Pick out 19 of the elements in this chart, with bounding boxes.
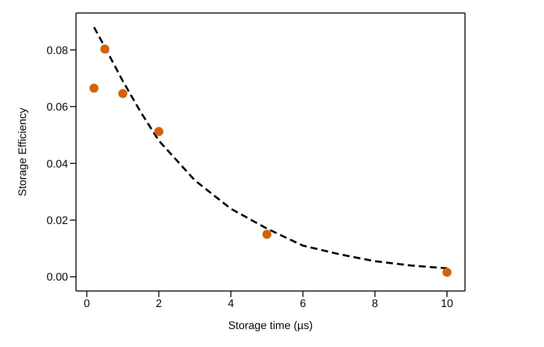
y-axis-title: Storage Efficiency	[16, 107, 29, 196]
point	[89, 84, 99, 93]
point	[100, 44, 110, 54]
point	[154, 127, 164, 136]
x-tick-label: 6	[300, 298, 306, 310]
y-tick-label: 0.06	[46, 102, 68, 114]
y-tick-label: 0.02	[46, 214, 68, 227]
x-tick-label: 0	[84, 298, 90, 310]
y-tick-label: 0.04	[46, 158, 68, 170]
y-tick-label: 0.08	[46, 44, 68, 57]
x-tick-label: 4	[228, 298, 234, 310]
point	[442, 268, 452, 277]
x-tick-label: 10	[440, 298, 454, 310]
x-tick-label: 8	[372, 298, 378, 310]
point	[118, 89, 128, 98]
x-tick-label: 2	[156, 298, 162, 310]
point	[262, 230, 272, 239]
y-tick-label: 0.00	[46, 272, 68, 284]
x-axis-title: Storage time (µs)	[228, 320, 313, 332]
